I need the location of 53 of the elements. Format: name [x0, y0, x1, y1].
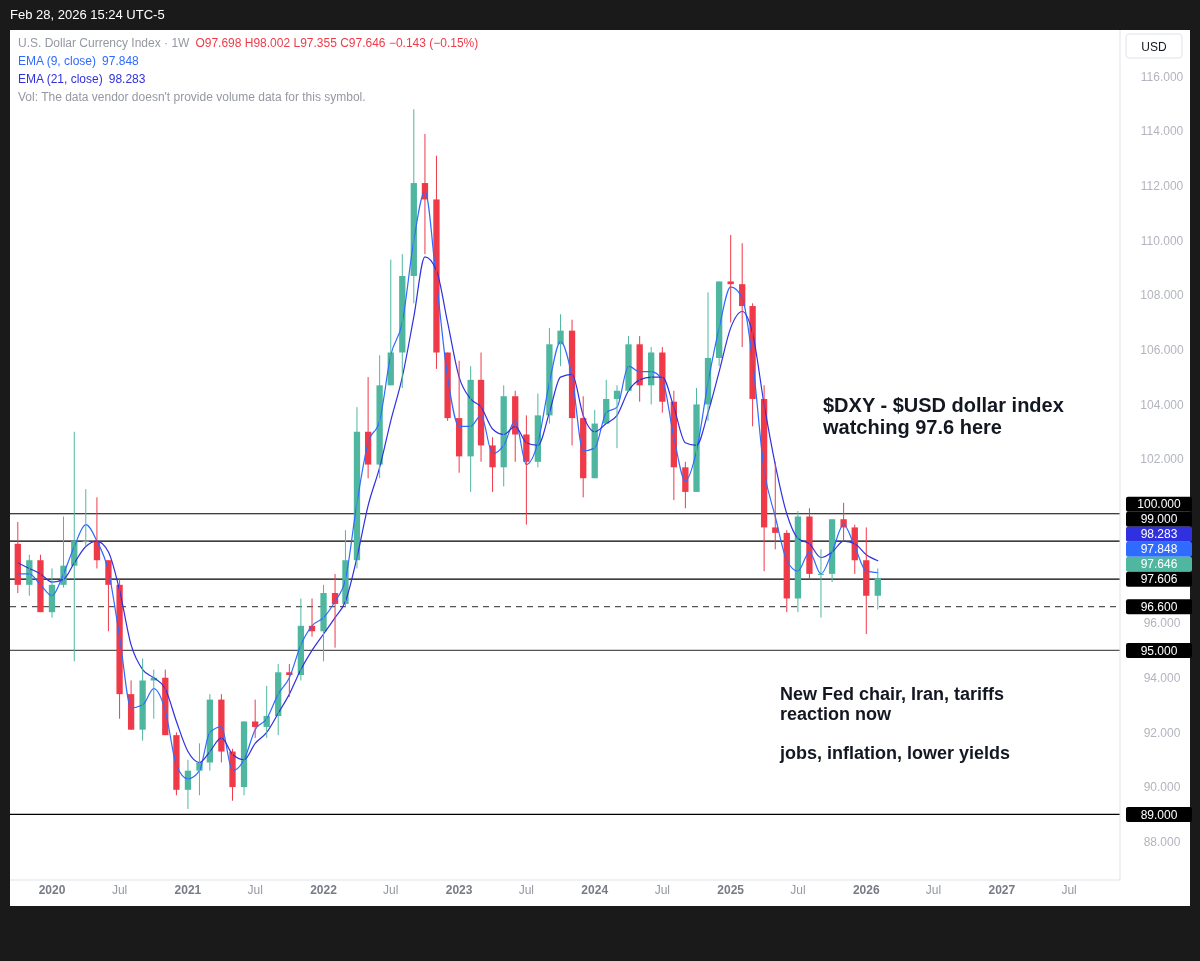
y-tick-label: 88.000 — [1143, 834, 1181, 849]
ref-line-label: 99.000 — [1140, 512, 1178, 527]
text: EMA (9, close) — [18, 54, 97, 68]
text: U.S. Dollar Currency Index · 1W — [18, 36, 190, 50]
y-tick-label: 96.000 — [1143, 616, 1181, 631]
x-tick-label: 2027 — [988, 883, 1016, 897]
annotation: Vol: The data vendor doesn't provide volume data for this symbol. — [18, 90, 366, 104]
annotation: O97.698 H98.002 L97.355 C97.646 −0.143 (−0.15%) — [195, 36, 479, 50]
y-tick-label: 106.000 — [1140, 342, 1185, 357]
ref-line-label: 89.000 — [1140, 807, 1178, 822]
x-tick-label: Jul — [1061, 883, 1077, 897]
text: Feb 28, 2026 15:24 UTC-5 — [10, 7, 165, 22]
x-tick-label: Jul — [383, 883, 399, 897]
candlestick — [806, 507, 813, 580]
annotation: New Fed chair, Iran, tariffs reaction now — [780, 684, 1005, 724]
x-tick-label: Jul — [790, 883, 806, 897]
x-tick-label: Jul — [518, 883, 535, 897]
ref-line-label: 96.600 — [1140, 599, 1178, 614]
x-tick-label: 2026 — [852, 883, 880, 897]
ref-line-label: 95.000 — [1140, 643, 1178, 658]
x-tick-label: 2020 — [38, 883, 66, 897]
text: 97.646 — [1140, 557, 1178, 572]
text: 97.848 — [1140, 542, 1178, 557]
y-tick-label: 114.000 — [1140, 124, 1184, 139]
text: EMA (21, close) — [18, 72, 103, 86]
y-tick-label: 116.000 — [1140, 69, 1184, 84]
x-tick-label: 2024 — [581, 883, 609, 897]
annotation: jobs, inflation, lower yields — [779, 743, 1011, 763]
y-tick-label: 94.000 — [1143, 670, 1181, 685]
y-axis-title: USD — [1141, 40, 1167, 54]
y-tick-label: 112.000 — [1140, 178, 1184, 193]
y-tick-label: 92.000 — [1143, 725, 1181, 740]
candlestick — [139, 658, 146, 742]
y-tick-label: 110.000 — [1140, 233, 1184, 248]
annotation: 97.848 — [102, 54, 140, 68]
x-tick-label: Jul — [654, 883, 670, 897]
x-tick-label: Jul — [247, 883, 263, 897]
annotation: 98.283 — [108, 72, 146, 86]
x-tick-label: Jul — [925, 883, 942, 897]
x-tick-label: 2025 — [717, 883, 745, 897]
x-tick-label: 2023 — [445, 883, 473, 897]
ref-line-label: 100.000 — [1137, 497, 1182, 512]
x-tick-label: 2021 — [174, 883, 202, 897]
y-tick-label: 90.000 — [1143, 780, 1181, 795]
y-tick-label: 102.000 — [1140, 452, 1185, 467]
x-tick-label: 2022 — [310, 883, 338, 897]
text: 98.283 — [1140, 527, 1178, 542]
annotation: $DXY - $USD dollar index watching 97.6 here — [822, 394, 1064, 438]
y-tick-label: 104.000 — [1140, 397, 1185, 412]
y-tick-label: 108.000 — [1140, 288, 1185, 303]
candlestick — [467, 365, 474, 493]
ref-line-label: 97.606 — [1140, 572, 1178, 587]
x-tick-label: Jul — [111, 883, 128, 897]
